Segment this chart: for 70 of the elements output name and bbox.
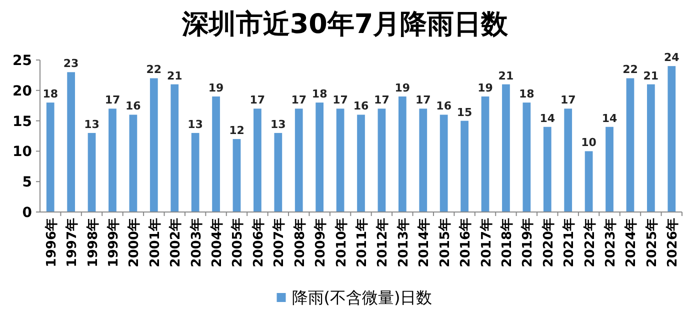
data-label: 13 [270, 118, 286, 131]
x-tick-label: 2020年 [541, 218, 556, 268]
x-tick-label: 1998年 [86, 218, 101, 268]
x-tick-label: 2008年 [292, 218, 308, 268]
x-tick-label: 2014年 [417, 218, 432, 268]
x-tick-label: 2002年 [168, 218, 184, 268]
data-label: 19 [394, 81, 410, 94]
data-label: 16 [126, 100, 142, 113]
data-label: 19 [208, 81, 224, 94]
y-tick-label: 25 [12, 53, 32, 69]
data-label: 16 [436, 100, 452, 113]
y-tick-label: 5 [22, 174, 32, 191]
y-tick-label: 0 [22, 205, 32, 221]
x-tick-label: 2025年 [644, 218, 660, 268]
data-label: 22 [146, 63, 162, 76]
y-tick-label: 10 [12, 144, 32, 160]
x-tick-label: 2026年 [666, 218, 681, 268]
x-tick-label: 2007年 [272, 218, 288, 268]
y-tick-label: 20 [12, 83, 32, 100]
x-tick-label: 2017年 [479, 218, 494, 268]
x-tick-label: 2016年 [458, 218, 474, 268]
x-tick-label: 2005年 [230, 218, 246, 268]
data-label: 14 [602, 112, 618, 125]
x-tick-label: 2021年 [562, 218, 578, 268]
data-label: 13 [188, 118, 203, 131]
data-label: 13 [84, 118, 100, 131]
x-tick-label: 2000年 [127, 218, 142, 268]
x-tick-label: 2013年 [396, 218, 412, 268]
data-label: 24 [664, 51, 680, 64]
data-label: 12 [229, 124, 244, 138]
data-label: 21 [643, 69, 659, 82]
x-tick-label: 2018年 [500, 218, 515, 268]
data-label: 17 [250, 94, 266, 107]
data-label: 22 [622, 63, 638, 76]
x-tick-label: 2006年 [251, 218, 266, 268]
data-label: 23 [63, 57, 79, 70]
x-tick-label: 1999年 [106, 218, 122, 268]
x-tick-label: 2001年 [148, 218, 163, 268]
x-tick-label: 2019年 [520, 218, 536, 268]
legend-label: 降雨(不含微量)日数 [292, 288, 432, 307]
x-tick-label: 2023年 [604, 218, 619, 268]
data-label: 19 [478, 81, 493, 94]
chart-title: 深圳市近30年7月降雨日数 [180, 9, 510, 40]
x-tick-label: 2004年 [210, 218, 226, 268]
x-tick-label: 2015年 [438, 218, 453, 268]
data-label: 18 [42, 88, 58, 101]
x-tick-label: 1996年 [44, 218, 60, 268]
x-tick-label: 2024年 [624, 218, 640, 268]
data-label: 17 [374, 94, 390, 107]
x-tick-label: 2022年 [582, 218, 598, 268]
x-tick-label: 2012年 [376, 218, 391, 268]
data-label: 18 [312, 88, 328, 101]
x-tick-label: 2009年 [314, 218, 329, 268]
data-label: 18 [519, 88, 534, 101]
data-label: 17 [291, 94, 307, 107]
data-label: 14 [540, 112, 556, 125]
data-label: 17 [104, 94, 120, 107]
y-tick-label: 15 [12, 114, 32, 130]
data-label: 17 [332, 94, 348, 107]
data-label: 15 [456, 106, 472, 119]
x-tick-label: 2011年 [355, 218, 370, 268]
data-label: 17 [560, 94, 576, 107]
data-label: 21 [498, 69, 514, 82]
x-tick-label: 2003年 [189, 218, 204, 268]
x-tick-label: 1997年 [65, 218, 80, 268]
data-label: 17 [415, 94, 431, 107]
x-tick-label: 2010年 [334, 218, 350, 268]
data-label: 21 [166, 69, 182, 82]
data-label: 16 [353, 100, 369, 113]
data-label: 10 [581, 136, 597, 150]
